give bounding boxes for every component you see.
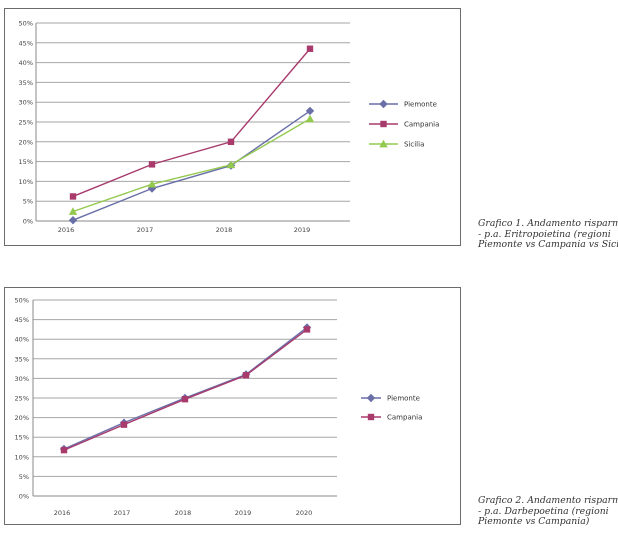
chart-2-caption-line: Piemonte vs Campania): [478, 516, 590, 528]
chart-2-caption-line: - p.a. Darbepoetina (regioni: [478, 505, 609, 517]
chart-2-legend-label: Campania: [387, 414, 422, 422]
chart-2-x-tick-label: 2019: [235, 509, 252, 517]
chart-1-data-point-campania: [148, 161, 156, 168]
chart-1-series-line-sicilia: [72, 118, 311, 213]
chart-2-legend-label: Piemonte: [387, 395, 420, 403]
chart-2-x-tick-label: 2017: [114, 509, 131, 517]
chart-2-caption: Grafico 2. Andamento risparmio - p.a. Da…: [478, 495, 618, 528]
chart-2-caption-line: Grafico 2. Andamento risparmio: [478, 495, 618, 506]
chart-2-y-tick-label: 30%: [15, 375, 29, 383]
chart-1-series-line-campania: [72, 48, 311, 198]
chart-2-data-point-campania: [60, 446, 68, 454]
chart-2-y-tick-label: 45%: [15, 316, 29, 324]
chart-2-legend-marker: [366, 393, 376, 403]
chart-2-series-line-piemonte: [63, 326, 308, 450]
chart-1-y-tick-label: 5%: [23, 198, 33, 206]
chart-2-y-tick-label: 15%: [15, 434, 29, 442]
chart-1-legend-label: Piemonte: [404, 101, 437, 109]
chart-2-x-tick-label: 2016: [54, 509, 71, 517]
chart-2-legend-marker: [367, 413, 375, 421]
chart-1-x-tick-label: 2017: [137, 226, 154, 234]
chart-1-series-line-piemonte: [72, 110, 311, 221]
chart-1-legend-marker: [379, 99, 388, 109]
chart-1-x-tick-label: 2019: [294, 226, 311, 234]
chart-1-y-tick-label: 25%: [19, 119, 33, 127]
chart-1-data-point-sicilia: [305, 114, 315, 123]
chart-1-legend-marker: [379, 139, 388, 148]
chart-1-x-tick-label: 2016: [58, 226, 75, 234]
chart-1-y-tick-label: 30%: [19, 99, 33, 107]
chart-1-legend-label: Sicilia: [404, 141, 424, 149]
chart-1-data-point-sicilia: [68, 207, 78, 215]
chart-1-data-point-campania: [306, 45, 314, 52]
chart-1-y-tick-label: 0%: [23, 218, 33, 226]
chart-1-y-tick-label: 45%: [19, 39, 33, 47]
chart-2-x-tick-label: 2020: [296, 509, 313, 517]
chart-2-y-tick-label: 10%: [15, 453, 29, 461]
chart-1-y-tick-label: 20%: [19, 138, 33, 146]
chart-2-y-tick-label: 35%: [15, 355, 29, 363]
chart-1-caption-line: Piemonte vs Campania vs Sicilia): [478, 239, 618, 251]
chart-1-data-point-campania: [227, 138, 235, 145]
chart-2-y-tick-label: 50%: [15, 297, 29, 305]
chart-2-frame: [4, 287, 461, 525]
chart-1-y-tick-label: 35%: [19, 79, 33, 87]
chart-1-y-tick-label: 15%: [19, 158, 33, 166]
chart-2-x-tick-label: 2018: [175, 509, 192, 517]
chart-1-data-point-sicilia: [147, 179, 157, 188]
chart-1-legend-label: Campania: [404, 121, 439, 129]
chart-2-data-point-campania: [303, 326, 311, 333]
chart-2-y-tick-label: 25%: [15, 395, 29, 403]
chart-2-data-point-campania: [120, 421, 128, 428]
chart-1-x-tick-label: 2018: [216, 226, 233, 234]
chart-2-data-point-campania: [242, 372, 250, 379]
chart-2-series-line-campania: [63, 328, 308, 451]
chart-1-legend-marker: [380, 120, 387, 128]
chart-1-caption-line: - p.a. Eritropoietina (regioni: [478, 228, 611, 240]
chart-1-data-point-piemonte: [68, 216, 78, 225]
chart-1-data-point-campania: [69, 193, 77, 200]
chart-2-y-tick-label: 20%: [15, 414, 29, 422]
chart-2-y-tick-label: 0%: [19, 493, 29, 501]
chart-1-data-point-sicilia: [226, 160, 236, 169]
chart-2-y-tick-label: 40%: [15, 336, 29, 344]
chart-1-y-tick-label: 40%: [19, 59, 33, 67]
chart-2-y-tick-label: 5%: [19, 473, 29, 481]
chart-1-caption-line: Grafico 1. Andamento risparmio: [478, 218, 618, 229]
chart-1-caption: Grafico 1. Andamento risparmio - p.a. Er…: [478, 218, 618, 251]
chart-1-y-tick-label: 50%: [19, 20, 33, 28]
chart-2-data-point-campania: [181, 395, 189, 403]
chart-1-y-tick-label: 10%: [19, 178, 33, 186]
chart-1-data-point-piemonte: [305, 106, 315, 116]
